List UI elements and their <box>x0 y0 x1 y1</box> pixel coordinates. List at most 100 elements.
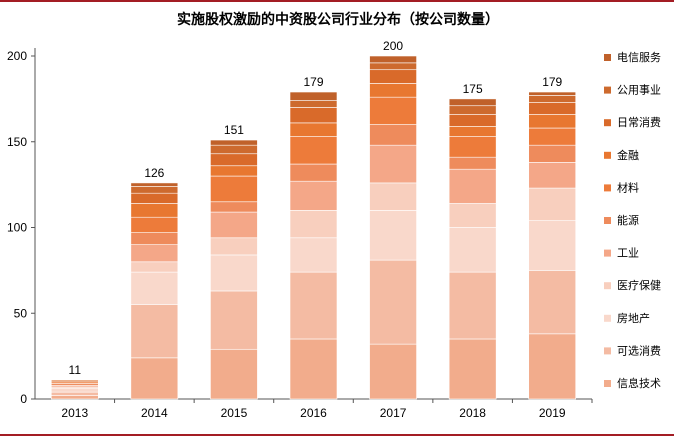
bar-segment <box>210 348 258 400</box>
y-tick-label: 50 <box>14 306 28 320</box>
bar-segment <box>289 163 338 182</box>
x-tick-label: 2015 <box>221 406 248 420</box>
bar-segment <box>130 357 179 400</box>
bar-segment <box>289 107 338 124</box>
bar-segment <box>448 168 497 204</box>
bar-segment <box>210 201 258 213</box>
legend-label: 能源 <box>617 213 639 227</box>
chart-title: 实施股权激励的中资股公司行业分布（按公司数量） <box>177 12 499 28</box>
bar-segment <box>528 270 577 335</box>
x-tick-label: 2017 <box>380 406 407 420</box>
legend-label: 电信服务 <box>617 51 661 64</box>
bar-segment <box>369 55 417 64</box>
bar-segment <box>448 338 497 400</box>
bar-segment <box>448 271 497 340</box>
bar-segment <box>50 391 99 396</box>
bar-segment <box>289 338 338 400</box>
bar-segment <box>210 237 258 256</box>
bar-segment <box>210 290 258 350</box>
legend-swatch <box>604 184 611 192</box>
y-tick-label: 0 <box>20 392 27 406</box>
bar-segment <box>369 62 417 71</box>
x-tick-label: 2016 <box>300 406 327 420</box>
y-tick-label: 150 <box>7 135 27 149</box>
bar-segment <box>130 304 179 359</box>
bar-segment <box>289 122 338 137</box>
y-tick-label: 100 <box>7 221 27 235</box>
x-tick-label: 2013 <box>61 406 88 420</box>
bar-segment <box>130 232 179 245</box>
bar-segment <box>130 271 179 305</box>
bar-segment <box>50 388 99 393</box>
bar-segment <box>448 227 497 273</box>
bar-segment <box>528 114 577 129</box>
bar-total-label: 175 <box>463 82 483 96</box>
bar-segment <box>130 203 179 218</box>
bar-segment <box>50 379 99 383</box>
legend-label: 医疗保健 <box>617 278 661 292</box>
legend-swatch <box>604 217 611 224</box>
bar-segment <box>369 96 417 125</box>
bar-segment <box>130 216 179 233</box>
bar-segment <box>289 237 338 273</box>
bar-segment <box>210 211 258 239</box>
bar-segment <box>50 395 99 400</box>
bar-segment <box>210 139 258 146</box>
bar-segment <box>130 186 179 194</box>
bar-segment <box>210 144 258 155</box>
bar-segment <box>130 261 179 273</box>
legend-swatch <box>604 314 611 322</box>
bar-segment <box>528 127 577 146</box>
bar-segment <box>289 210 338 239</box>
bar-segment <box>528 144 577 163</box>
bar-segment <box>210 165 258 177</box>
legend-label: 工业 <box>617 247 639 260</box>
legend-label: 金融 <box>617 148 639 162</box>
bar-total-label: 179 <box>303 75 323 89</box>
bar-segment <box>528 102 577 115</box>
bar-segment <box>369 69 417 84</box>
bar-segment <box>289 180 338 211</box>
bar-segment <box>448 156 497 170</box>
bar-segment <box>130 244 179 263</box>
bar-segment <box>289 100 338 108</box>
bar-segment <box>528 91 577 96</box>
bar-segment <box>369 83 417 98</box>
bar-segment <box>130 182 179 187</box>
legend-swatch <box>604 380 611 387</box>
bar-segment <box>528 187 577 221</box>
bar-segment <box>130 192 179 204</box>
bar-segment <box>528 220 577 271</box>
legend-label: 房地产 <box>617 311 650 325</box>
bar-segment <box>369 124 417 146</box>
x-tick-label: 2014 <box>141 406 168 420</box>
bar-segment <box>289 271 338 340</box>
bar-segment <box>448 126 497 137</box>
bar-total-label: 126 <box>144 166 164 180</box>
bar-segment <box>210 175 258 203</box>
bar-total-label: 151 <box>224 123 244 137</box>
bar-total-label: 200 <box>383 39 403 53</box>
legend-swatch <box>604 86 611 94</box>
bar-segment <box>289 136 338 165</box>
legend-swatch <box>604 119 611 127</box>
bar-segment <box>528 95 577 103</box>
legend-swatch <box>604 249 611 257</box>
bar-segment <box>369 144 417 184</box>
bar-total-label: 179 <box>542 75 562 89</box>
bar-total-label: 11 <box>69 363 82 377</box>
y-tick-label: 200 <box>7 49 27 63</box>
bar-segment <box>448 136 497 158</box>
bar-segment <box>448 203 497 228</box>
bar-segment <box>210 153 258 167</box>
x-tick-label: 2018 <box>459 406 486 420</box>
legend-swatch <box>604 54 611 61</box>
bar-segment <box>448 114 497 127</box>
bar-segment <box>289 91 338 101</box>
legend-swatch <box>604 282 611 290</box>
bar-segment <box>448 98 497 107</box>
bar-segment <box>528 333 577 400</box>
bar-segment <box>210 254 258 292</box>
